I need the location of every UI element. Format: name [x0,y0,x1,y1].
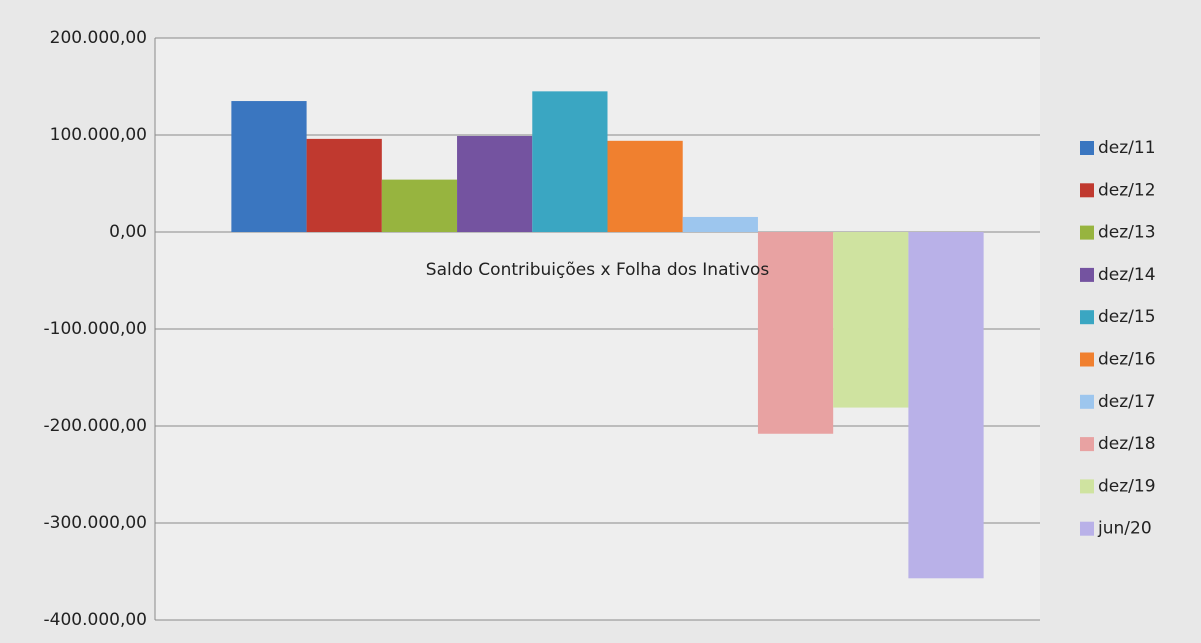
legend-swatch [1080,141,1094,155]
y-tick-label: -300.000,00 [44,513,147,533]
legend-label: dez/12 [1098,180,1156,200]
bar [682,216,758,232]
y-tick-label: 100.000,00 [50,125,147,145]
legend-swatch [1080,267,1094,282]
legend-label: dez/11 [1098,138,1156,158]
legend-swatch [1080,521,1094,536]
y-tick-label: 0,00 [109,222,147,242]
x-tick-label: Saldo Contribuições x Folha dos Inativos [426,260,770,280]
legend-swatch [1080,310,1094,325]
y-tick-label: -200.000,00 [44,416,147,436]
legend-swatch [1080,352,1094,367]
legend-swatch [1080,437,1094,452]
y-tick-label: 200.000,00 [50,28,147,48]
legend-label: dez/19 [1098,476,1156,496]
legend-label: jun/20 [1097,519,1152,539]
bar [457,135,533,232]
legend-label: dez/13 [1098,223,1156,243]
legend-label: dez/14 [1098,265,1156,285]
bar [607,140,683,232]
legend-swatch [1080,183,1094,198]
bar [306,138,382,232]
bar [757,232,834,434]
bar [833,232,909,408]
y-tick-label: -100.000,00 [44,319,147,339]
legend-label: dez/16 [1098,350,1156,370]
legend-label: dez/17 [1098,392,1156,412]
legend-label: dez/18 [1098,434,1156,454]
bar [532,91,608,232]
bar [231,101,307,232]
bar [381,179,458,232]
bar [908,232,984,579]
legend-swatch [1080,479,1094,494]
legend-swatch [1080,394,1094,409]
y-tick-label: -400.000,00 [44,610,147,630]
legend-label: dez/15 [1098,307,1156,327]
legend-swatch [1080,225,1094,240]
